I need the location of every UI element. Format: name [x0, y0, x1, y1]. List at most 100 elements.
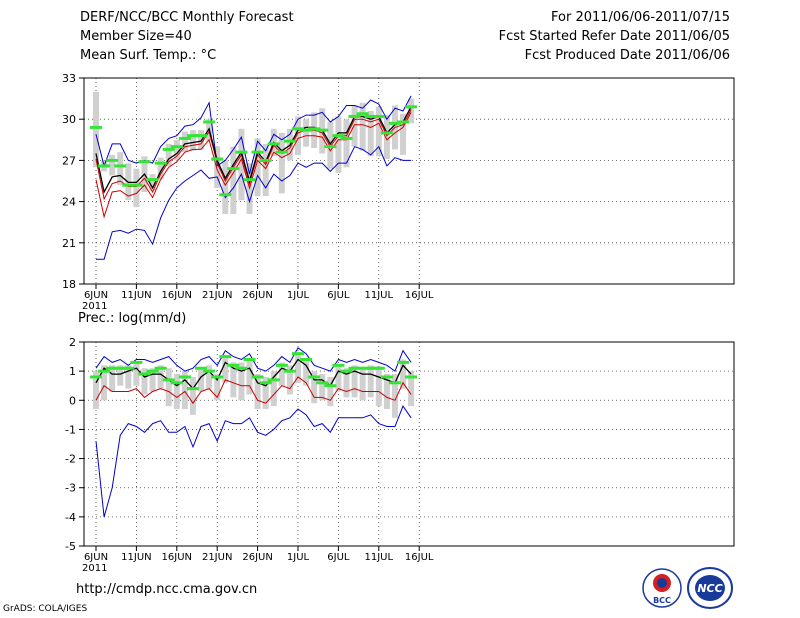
y-tick-label: -5	[65, 540, 76, 553]
range-bar	[262, 376, 269, 410]
range-bar	[367, 365, 374, 398]
median-marker	[267, 142, 280, 146]
median-marker	[146, 178, 159, 182]
median-marker	[405, 105, 418, 109]
median-marker	[292, 127, 304, 131]
source-url[interactable]: http://cmdp.ncc.cma.gov.cn	[76, 582, 258, 597]
median-marker	[283, 369, 296, 373]
range-bar	[109, 365, 116, 392]
median-marker	[308, 375, 321, 379]
x-tick-label: 16JUL	[405, 552, 434, 563]
median-marker	[154, 161, 167, 165]
median-marker	[195, 134, 208, 138]
median-marker	[138, 372, 151, 376]
x-tick-label: 16JUN	[162, 290, 192, 301]
median-marker	[380, 131, 393, 135]
median-marker	[259, 381, 272, 385]
range-bar	[278, 132, 285, 194]
y-tick-label: -1	[65, 423, 76, 436]
median-marker	[98, 369, 111, 373]
range-bar	[391, 374, 398, 418]
median-marker	[122, 183, 135, 187]
range-bar	[238, 362, 245, 401]
median-marker	[106, 366, 119, 370]
range-bar	[400, 113, 407, 155]
plot-frame	[83, 77, 735, 285]
median-marker	[178, 136, 191, 140]
x-tick-label: 6JUL	[327, 290, 350, 301]
series-mid	[95, 376, 412, 405]
median-marker	[211, 375, 224, 379]
median-marker	[138, 160, 151, 164]
median-marker	[259, 158, 272, 162]
median-marker	[98, 164, 111, 168]
y-tick-label: 18	[62, 278, 76, 291]
range-bar	[408, 371, 415, 407]
range-bar	[222, 160, 229, 214]
x-tick-label: 21JUN	[202, 290, 232, 301]
y-tick-label: 21	[62, 237, 76, 250]
median-marker	[356, 366, 369, 370]
range-bar	[327, 376, 334, 407]
range-bar	[117, 365, 124, 386]
median-marker	[170, 381, 183, 385]
y-tick-label: -3	[65, 482, 76, 495]
range-bar	[93, 91, 99, 168]
range-bar	[335, 365, 342, 392]
median-marker	[348, 366, 361, 370]
range-bar	[286, 365, 293, 395]
x-tick-label: 16JUN	[162, 552, 192, 563]
range-bar	[238, 128, 245, 201]
median-marker	[154, 366, 167, 370]
x-tick-label: 21JUN	[202, 552, 232, 563]
variable-label: Mean Surf. Temp.: °C	[80, 48, 217, 63]
median-marker	[186, 387, 199, 391]
range-bar	[246, 359, 253, 395]
range-bar	[214, 146, 221, 188]
median-marker	[178, 375, 191, 379]
median-marker	[364, 114, 377, 118]
median-marker	[146, 369, 159, 373]
median-marker	[300, 128, 313, 132]
median-marker	[308, 127, 321, 131]
x-tick-label: 11JUL	[365, 290, 394, 301]
range-bar	[295, 116, 301, 155]
year-label: 2011	[82, 301, 107, 312]
range-bar	[254, 374, 261, 410]
range-bar	[303, 359, 310, 386]
range-bar	[383, 374, 390, 410]
range-bar	[400, 359, 407, 389]
range-bar	[351, 105, 358, 147]
series-lower-bound	[95, 405, 412, 518]
range-bar	[278, 362, 285, 386]
range-bar	[383, 115, 390, 160]
y-tick-label: -4	[65, 511, 76, 524]
median-marker	[332, 134, 345, 138]
median-marker	[364, 366, 377, 370]
y-tick-label: 27	[62, 154, 76, 167]
range-bar	[173, 139, 180, 161]
year-label: 2011	[82, 563, 107, 574]
started-date: Fcst Started Refer Date 2011/06/05	[498, 29, 730, 44]
range-bar	[198, 130, 205, 150]
series-min	[95, 112, 412, 219]
median-marker	[397, 120, 410, 124]
median-marker	[235, 150, 248, 154]
range-bar	[141, 368, 148, 395]
y-tick-label: 33	[62, 72, 76, 85]
median-marker	[292, 352, 304, 356]
x-tick-label: 1JUL	[287, 290, 310, 301]
median-marker	[275, 363, 288, 367]
ncc-logo: NCC	[687, 567, 733, 609]
median-marker	[324, 145, 337, 149]
range-bar	[181, 131, 188, 153]
median-marker	[405, 375, 418, 379]
median-marker	[170, 145, 183, 149]
median-marker	[316, 381, 329, 385]
median-marker	[243, 357, 256, 361]
median-marker	[186, 134, 199, 138]
median-marker	[195, 366, 208, 370]
median-marker	[130, 360, 143, 364]
x-tick-label: 6JUL	[327, 552, 350, 563]
